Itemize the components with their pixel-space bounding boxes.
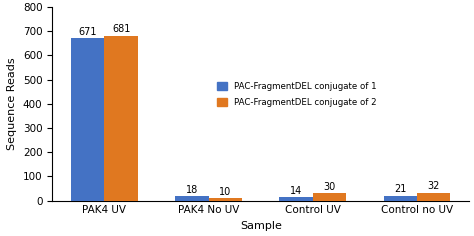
Bar [71,38,104,201]
Bar [175,196,209,201]
Legend: PAC-FragmentDEL conjugate of 1, PAC-FragmentDEL conjugate of 2: PAC-FragmentDEL conjugate of 1, PAC-Frag… [215,80,378,108]
Text: 671: 671 [79,27,97,37]
Text: 10: 10 [219,187,231,197]
Bar [209,198,242,201]
X-axis label: Sample: Sample [240,221,282,231]
Text: 18: 18 [186,185,198,195]
Text: 21: 21 [394,184,407,194]
Bar [383,195,417,201]
Text: 681: 681 [112,24,130,34]
Bar [280,197,313,201]
Y-axis label: Sequence Reads: Sequence Reads [7,58,17,150]
Bar [104,36,138,201]
Text: 32: 32 [428,181,440,191]
Bar [417,193,450,201]
Bar [313,193,346,201]
Text: 30: 30 [323,182,336,192]
Text: 14: 14 [290,186,302,196]
